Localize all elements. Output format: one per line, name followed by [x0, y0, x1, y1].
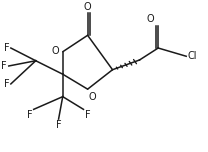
Text: F: F — [84, 110, 90, 120]
Text: O: O — [146, 14, 154, 24]
Text: F: F — [4, 43, 9, 53]
Text: O: O — [84, 2, 92, 12]
Text: F: F — [27, 110, 33, 120]
Text: O: O — [89, 92, 96, 102]
Text: F: F — [56, 120, 61, 130]
Text: O: O — [52, 46, 60, 56]
Text: F: F — [1, 61, 7, 71]
Text: Cl: Cl — [187, 51, 197, 61]
Text: F: F — [4, 79, 9, 89]
